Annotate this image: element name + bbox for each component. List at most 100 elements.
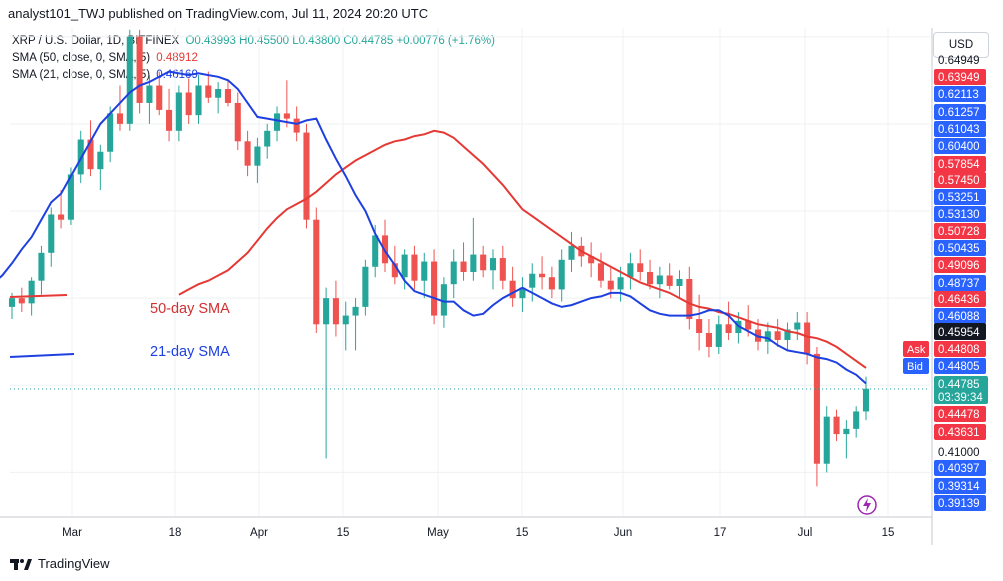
candle-body (401, 254, 408, 278)
candle-body (725, 324, 732, 333)
candle-body (588, 256, 595, 264)
sma50-annotation-text: 50-day SMA (150, 301, 230, 317)
candle-body (362, 266, 369, 307)
candle-body (28, 280, 35, 304)
y-tick-tag (934, 86, 986, 102)
x-tick-label: Mar (62, 527, 82, 539)
sma21-annotation-text: 21-day SMA (150, 344, 230, 360)
candle-body (705, 333, 712, 347)
brand-name[interactable]: TradingView (38, 556, 110, 571)
symbol-title[interactable]: XRP / U.S. Dollar, 1D, BITFINEX (12, 35, 180, 47)
y-tick-tag (934, 223, 986, 239)
candles (8, 29, 870, 487)
candle-body (853, 411, 860, 429)
candle-body (637, 263, 644, 272)
x-tick-label: 15 (882, 527, 895, 539)
candle-body (107, 113, 114, 152)
y-tick-label: 0.40397 (938, 463, 980, 475)
candle-body (58, 214, 65, 220)
sma21-annotation-line (9, 353, 75, 358)
candle-body (264, 130, 271, 147)
candle-body (568, 245, 575, 260)
y-tick-tag (934, 206, 986, 222)
candle-body (77, 139, 84, 175)
ask-price-tag-label: 0.44808 (938, 344, 980, 356)
y-tick-tag (934, 460, 986, 476)
y-tick-label: 0.50435 (938, 243, 980, 255)
candle-body (381, 235, 389, 264)
bid-price-tag (934, 358, 986, 374)
y-tick-label: 0.44478 (938, 409, 980, 421)
sma-price-tag (934, 323, 986, 340)
candle-body (470, 254, 477, 272)
y-tick-tag (934, 189, 986, 205)
x-tick-label: Jun (614, 527, 633, 539)
candle-body (745, 320, 752, 330)
candle-body (185, 92, 192, 116)
x-tick-label: 15 (516, 527, 529, 539)
ask-badge (903, 341, 929, 357)
moving-averages (0, 70, 867, 385)
candle-body (146, 85, 153, 103)
symbol-legend: XRP / U.S. Dollar, 1D, BITFINEX O0.43993… (12, 35, 495, 47)
candle-body (735, 320, 742, 333)
y-tick-label: 0.63949 (938, 72, 980, 84)
candle-body (303, 132, 310, 220)
sma50-value: 0.48912 (156, 52, 198, 64)
candle-body (18, 298, 25, 304)
x-tick-label: May (427, 527, 449, 539)
y-tick-label: 0.53251 (938, 192, 980, 204)
candle-body (283, 113, 290, 119)
currency-button[interactable]: USD (933, 32, 989, 58)
candle-body (460, 261, 467, 272)
bid-badge (903, 358, 929, 374)
y-tick-tag (934, 495, 986, 511)
sma21-label[interactable]: SMA (21, close, 0, SMA, 5) (12, 69, 151, 81)
y-tick-label: 0.50728 (938, 226, 980, 238)
x-tick-label: Apr (250, 527, 268, 539)
sma21-legend: SMA (21, close, 0, SMA, 5) 0.46169 (12, 69, 198, 81)
candle-body (862, 388, 870, 412)
candle-body (450, 261, 457, 285)
y-tick-label: 0.60400 (938, 141, 980, 153)
y-tick-label: 0.57854 (938, 159, 980, 171)
candle-body (431, 261, 438, 316)
y-tick-tag (934, 121, 986, 137)
last-price-label: 0.44785 (938, 379, 980, 391)
candle-body (97, 151, 104, 170)
tradingview-logo-icon (10, 557, 32, 571)
sma50-annotation-line (9, 294, 68, 298)
candle-body (116, 113, 124, 124)
sma50-line (178, 129, 867, 369)
candle-body (754, 329, 762, 342)
published-line: analyst101_TWJ published on TradingView.… (8, 6, 429, 21)
y-tick-label: 0.49096 (938, 260, 980, 272)
candle-body (558, 259, 565, 290)
candle-body (686, 278, 693, 320)
candle-body (813, 353, 820, 464)
candle-body (411, 254, 418, 281)
candle-body (666, 275, 673, 286)
y-tick-label: 0.53130 (938, 209, 980, 221)
x-tick-label: 17 (714, 527, 727, 539)
bid-badge-label: Bid (907, 361, 923, 373)
candle-body (166, 109, 173, 131)
candle-body (175, 92, 182, 131)
sma50-label[interactable]: SMA (50, close, 0, SMA, 5) (12, 52, 151, 64)
y-tick-tag (934, 478, 986, 494)
candle-body (597, 263, 605, 281)
candle-body (509, 280, 516, 299)
last-price-tag (934, 376, 988, 404)
candle-body (617, 277, 624, 290)
candle-body (627, 263, 634, 278)
lightning-icon (857, 495, 877, 515)
candle-body (529, 273, 536, 288)
y-tick-label: 0.57450 (938, 175, 980, 187)
y-tick-tag (934, 156, 986, 172)
sma21-line (0, 70, 867, 385)
candle-body (647, 272, 654, 285)
candle-body (519, 287, 526, 299)
candle-body (656, 275, 663, 285)
candle-body (38, 252, 45, 281)
